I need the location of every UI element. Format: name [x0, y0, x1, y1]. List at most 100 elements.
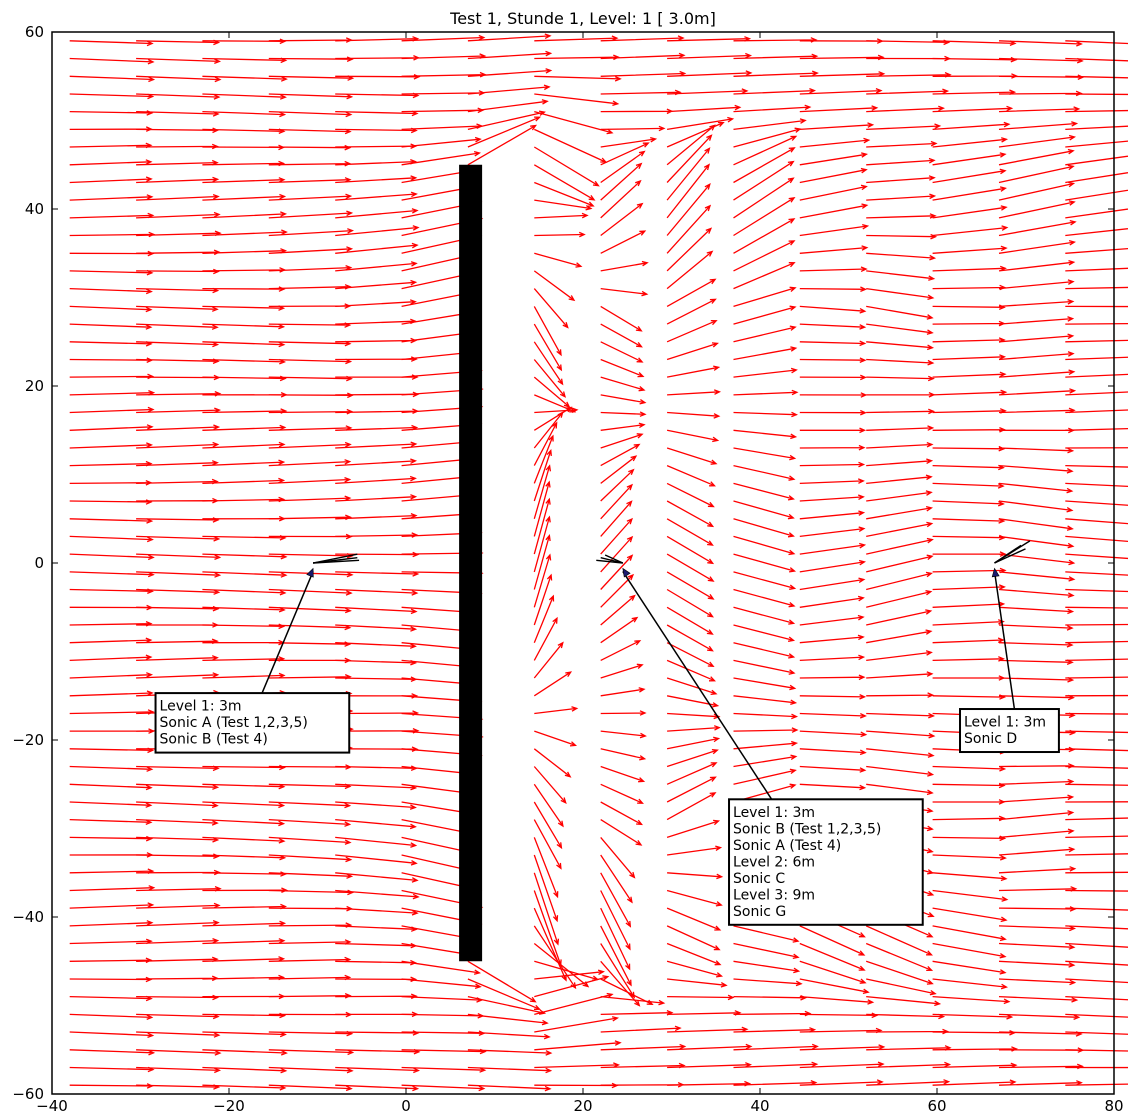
wind-vector — [1065, 871, 1128, 874]
wind-vector — [335, 836, 418, 848]
wind-vector — [666, 588, 714, 618]
wind-vector — [667, 1043, 753, 1051]
wind-vector — [136, 853, 220, 859]
wind-vector — [600, 52, 686, 60]
wind-vector — [932, 601, 1006, 608]
wind-vector — [136, 1049, 222, 1056]
wind-vector — [1065, 765, 1128, 769]
wind-vector — [733, 177, 795, 219]
wind-vector — [666, 677, 718, 696]
wind-vector — [1065, 427, 1128, 431]
wind-vector — [866, 748, 935, 758]
wind-vector — [202, 818, 286, 827]
wind-vector — [799, 374, 867, 381]
wind-vector — [136, 341, 220, 348]
wind-vector — [666, 121, 725, 148]
wind-vector — [600, 305, 643, 332]
wind-vector — [136, 441, 220, 449]
wind-vector — [667, 845, 723, 856]
wind-vector — [998, 482, 1074, 494]
wind-vector — [799, 748, 867, 756]
wind-vector — [136, 535, 221, 542]
wind-vector — [136, 305, 219, 312]
wind-vector — [533, 341, 564, 386]
wind-vector — [69, 1031, 155, 1039]
wind-vector — [932, 815, 1006, 822]
wind-vector — [866, 441, 934, 449]
wind-vector — [932, 889, 1009, 902]
wind-vector — [600, 142, 650, 166]
wind-vector — [202, 75, 288, 82]
wind-vector — [1065, 228, 1128, 237]
wind-vector — [600, 500, 633, 537]
wind-vector — [799, 783, 867, 791]
wind-vector — [69, 765, 154, 772]
wind-vector — [1065, 267, 1128, 272]
annotation-frame — [154, 692, 351, 754]
wind-vector — [335, 512, 418, 520]
wind-vector — [534, 181, 595, 207]
wind-vector — [600, 907, 631, 971]
wind-vector — [932, 105, 1014, 113]
wind-vector — [998, 106, 1081, 113]
wind-vector — [467, 110, 546, 131]
wind-vector — [533, 164, 596, 201]
wind-vector — [1065, 356, 1128, 361]
wind-vector — [268, 854, 353, 863]
wind-vector — [998, 1080, 1083, 1086]
wind-vector — [866, 571, 933, 591]
wind-vector — [998, 571, 1076, 582]
wind-vector — [799, 266, 868, 272]
wind-vector — [136, 176, 220, 184]
x-tick-label: 20 — [573, 1097, 592, 1115]
wind-vector — [600, 150, 646, 184]
wind-vector — [533, 480, 551, 537]
wind-vector — [866, 193, 937, 201]
wind-vector — [998, 535, 1075, 549]
wind-vector — [799, 1061, 885, 1069]
wind-vector — [666, 319, 718, 343]
wind-vector — [799, 122, 875, 131]
wind-vector — [600, 573, 635, 608]
wind-vector — [799, 925, 866, 956]
wind-vector — [733, 305, 797, 325]
wind-vector — [1065, 623, 1128, 626]
wind-vector-field — [69, 33, 1128, 1092]
wind-vector — [268, 836, 352, 845]
x-tick-label: 0 — [401, 1097, 411, 1115]
wind-vector — [799, 137, 871, 148]
wind-vector — [799, 730, 868, 738]
wind-vector — [1065, 373, 1128, 378]
wind-vector — [600, 162, 643, 201]
wind-vector — [335, 889, 420, 900]
wind-vector — [1065, 286, 1128, 290]
wind-vector — [1065, 339, 1128, 343]
wind-vector — [733, 127, 802, 148]
wind-vector — [1065, 208, 1128, 219]
wind-vector — [799, 614, 865, 626]
wind-vector — [268, 818, 352, 827]
wind-vector — [998, 694, 1075, 701]
wind-vector — [69, 885, 156, 892]
wind-vector — [733, 571, 797, 590]
wind-vector — [1065, 1049, 1128, 1052]
wind-vector — [1065, 783, 1128, 786]
wind-vector — [666, 429, 720, 443]
wind-vector — [998, 588, 1075, 598]
annotation-line: Sonic A (Test 4) — [733, 838, 841, 854]
measured-vector — [604, 554, 624, 564]
wind-vector — [600, 455, 638, 484]
measured-vector — [312, 556, 358, 564]
wind-vector — [600, 890, 631, 951]
wind-vector — [1065, 1031, 1128, 1035]
wind-vector — [667, 712, 721, 720]
wind-vector — [600, 535, 634, 573]
wind-vector — [932, 304, 1006, 310]
wind-vector — [534, 110, 614, 135]
wind-vector — [533, 448, 552, 502]
wind-vector — [335, 624, 418, 632]
wind-vector — [733, 389, 799, 396]
annotation-frame — [959, 708, 1060, 754]
annotation-line: Sonic D — [964, 731, 1017, 747]
wind-vector — [866, 252, 937, 261]
